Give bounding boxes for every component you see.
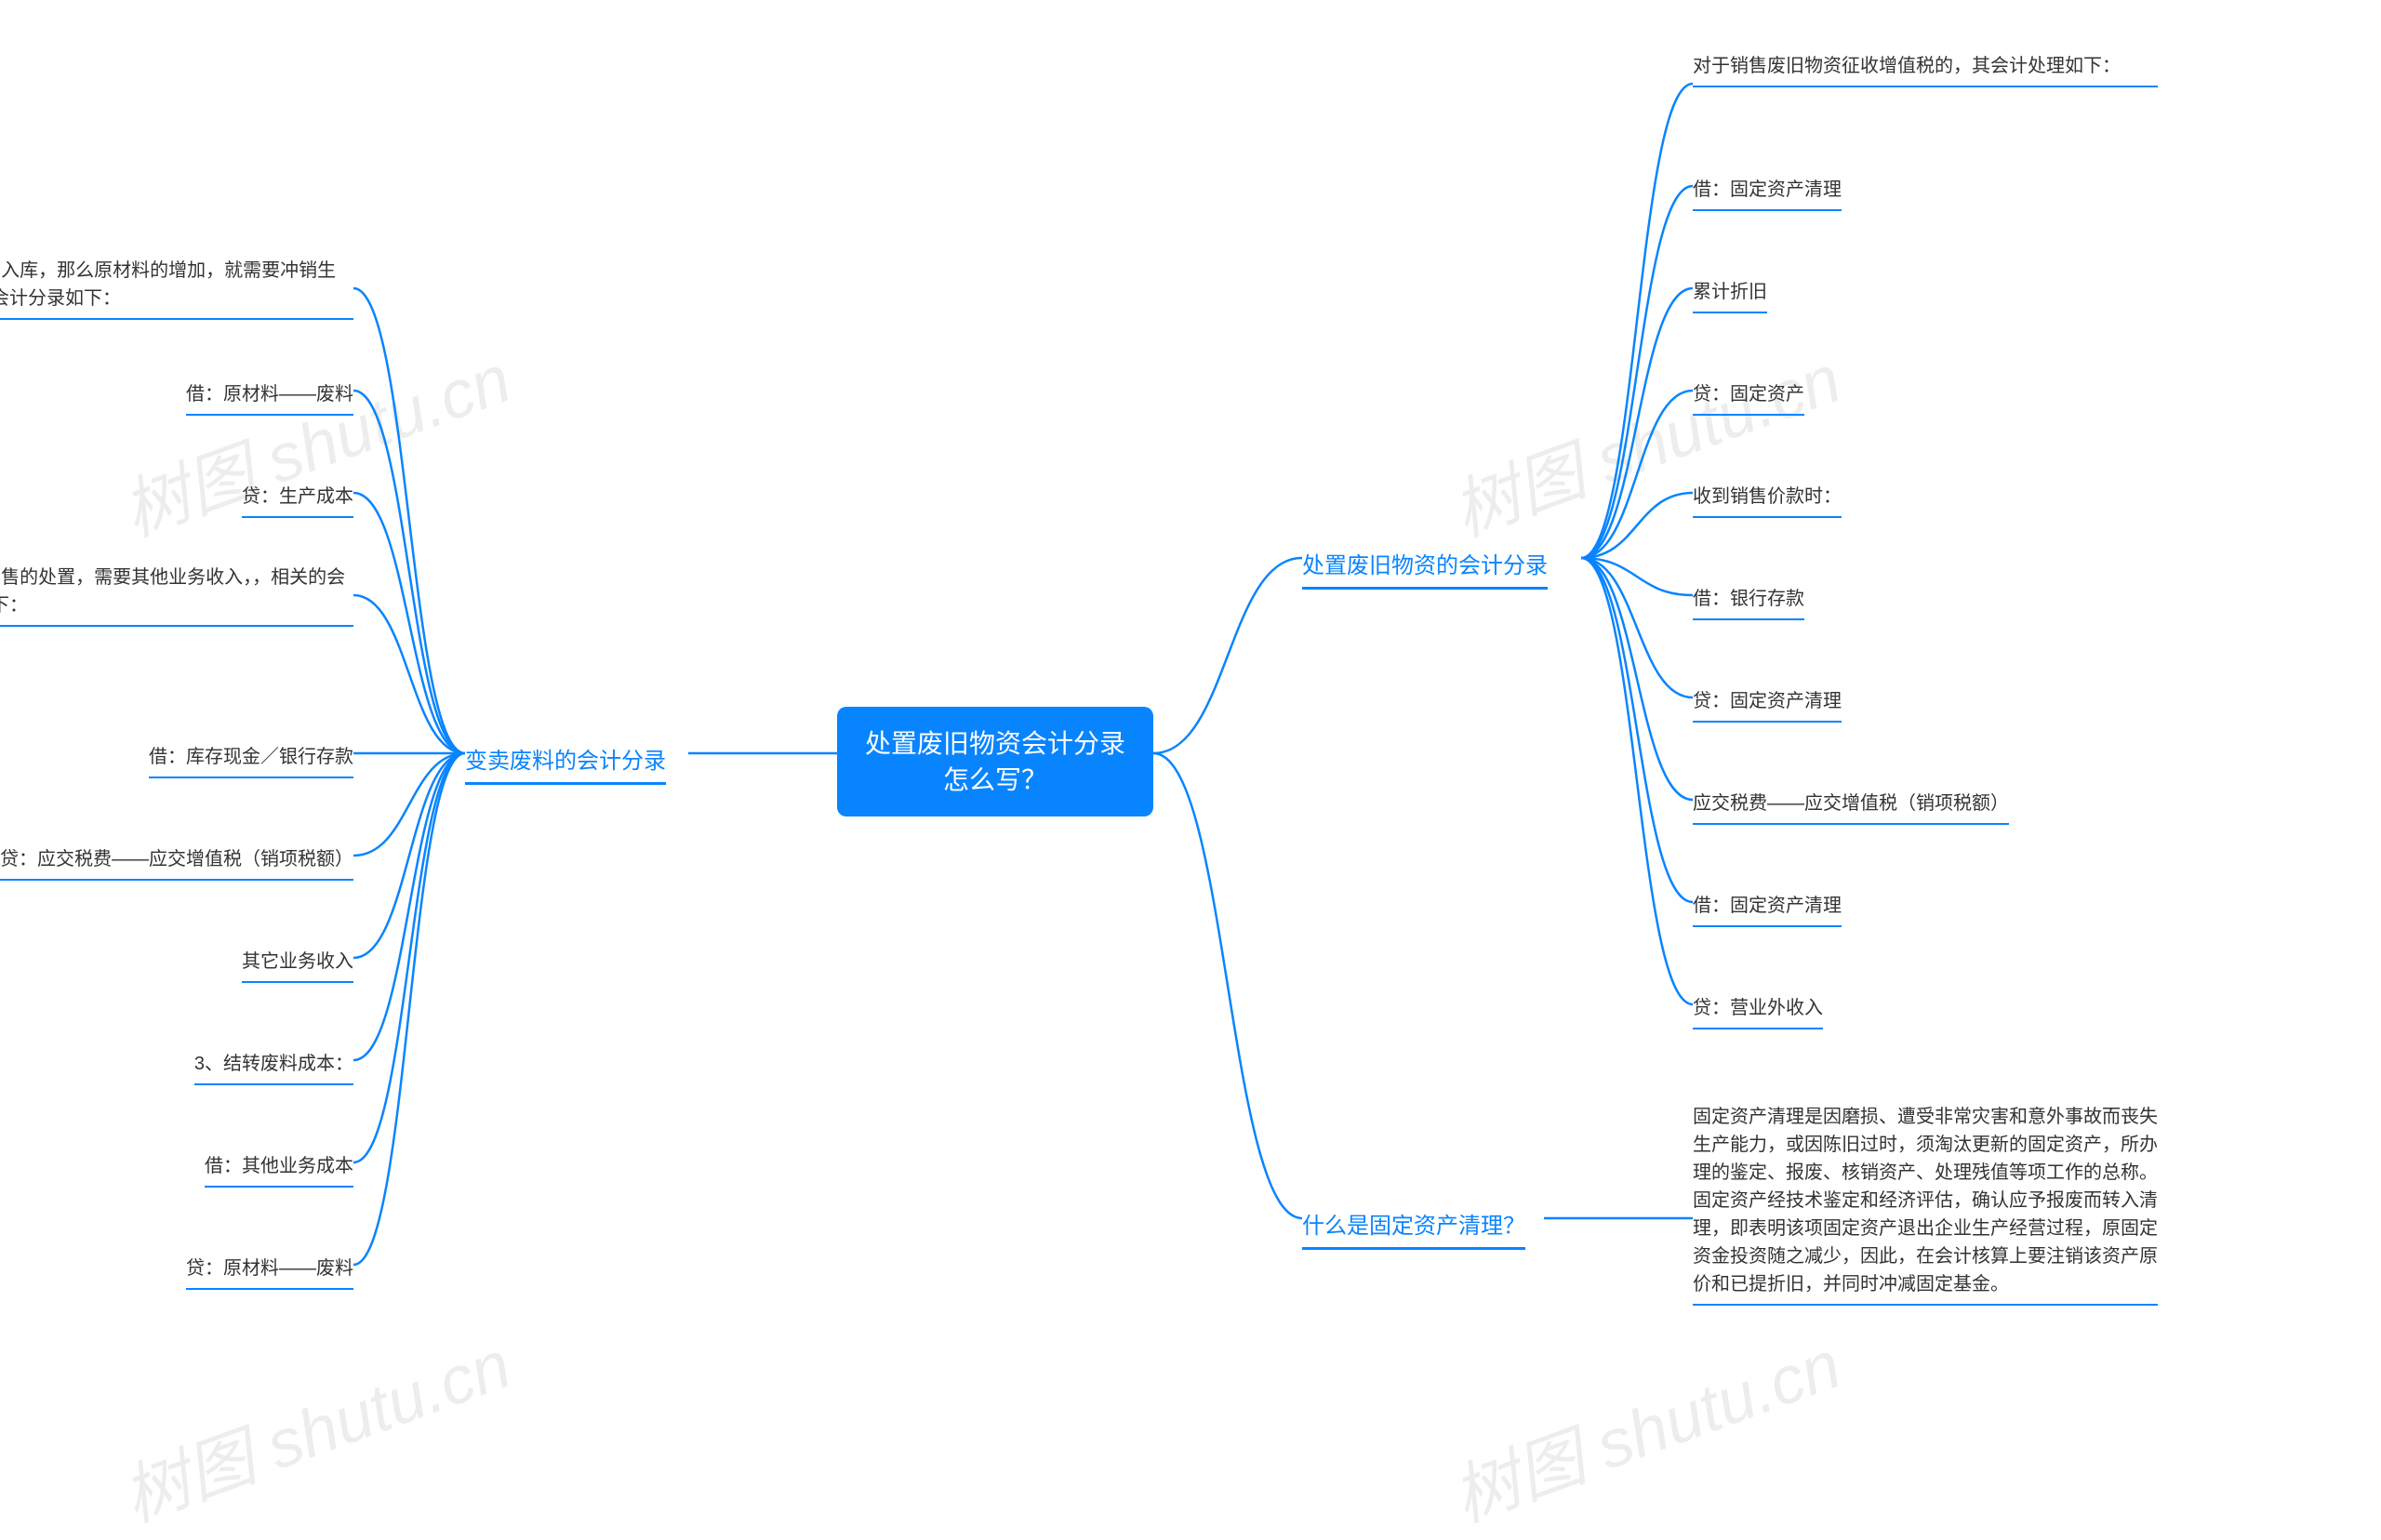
leaf-r1-9[interactable]: 贷：营业外收入: [1693, 989, 1823, 1029]
watermark: 树图 shutu.cn: [1437, 1310, 1852, 1540]
leaf-r1-2[interactable]: 累计折旧: [1693, 272, 1767, 313]
leaf-r1-6[interactable]: 贷：固定资产清理: [1693, 682, 1842, 723]
leaf-l1-4[interactable]: 借：库存现金／银行存款: [149, 737, 353, 778]
leaf-r1-7[interactable]: 应交税费——应交增值税（销项税额）: [1693, 784, 2009, 825]
leaf-l1-0[interactable]: 1、废料的入库，那么原材料的增加，就需要冲销生产成本，会计分录如下：: [0, 251, 353, 320]
leaf-r2-0[interactable]: 固定资产清理是因磨损、遭受非常灾害和意外事故而丧失生产能力，或因陈旧过时，须淘汰…: [1693, 1097, 2158, 1306]
leaf-l1-6[interactable]: 其它业务收入: [242, 942, 353, 983]
leaf-l1-2[interactable]: 贷：生产成本: [242, 477, 353, 518]
leaf-r1-0[interactable]: 对于销售废旧物资征收增值税的，其会计处理如下：: [1693, 46, 2158, 87]
leaf-r1-1[interactable]: 借：固定资产清理: [1693, 170, 1842, 211]
leaf-l1-5[interactable]: 贷：应交税费——应交增值税（销项税额）: [0, 840, 353, 881]
branch-right-2[interactable]: 什么是固定资产清理？: [1302, 1200, 1525, 1250]
leaf-l1-1[interactable]: 借：原材料——废料: [186, 375, 353, 416]
center-node[interactable]: 处置废旧物资会计分录怎么写？: [837, 707, 1153, 816]
leaf-l1-9[interactable]: 贷：原材料——废料: [186, 1249, 353, 1290]
watermark: 树图 shutu.cn: [107, 325, 522, 555]
leaf-r1-4[interactable]: 收到销售价款时：: [1693, 477, 1842, 518]
leaf-r1-5[interactable]: 借：银行存款: [1693, 579, 1804, 620]
leaf-l1-3[interactable]: 2、废料出售的处置，需要其他业务收入，，相关的会计分录如下：: [0, 558, 353, 627]
leaf-r1-8[interactable]: 借：固定资产清理: [1693, 886, 1842, 927]
leaf-l1-7[interactable]: 3、结转废料成本：: [194, 1044, 353, 1085]
branch-left-1[interactable]: 变卖废料的会计分录: [465, 735, 666, 785]
branch-right-1[interactable]: 处置废旧物资的会计分录: [1302, 539, 1548, 590]
watermark: 树图 shutu.cn: [1437, 325, 1852, 555]
watermark: 树图 shutu.cn: [107, 1310, 522, 1540]
center-node-label: 处置废旧物资会计分录怎么写？: [865, 725, 1125, 798]
leaf-r1-3[interactable]: 贷：固定资产: [1693, 375, 1804, 416]
leaf-l1-8[interactable]: 借：其他业务成本: [205, 1147, 353, 1188]
